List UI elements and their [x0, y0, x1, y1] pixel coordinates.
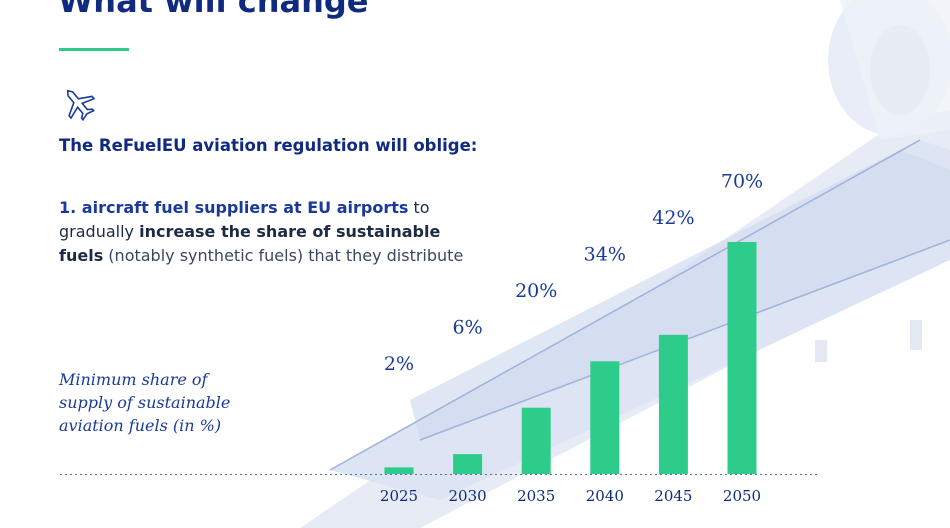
- intro: The ReFuelEU aviation regulation will ob…: [59, 136, 478, 155]
- value-label: 70%: [721, 171, 763, 193]
- bold-text: increase the share of sustainable fuels: [59, 222, 441, 265]
- chart-caption: Minimum share of supply of sustainable a…: [59, 370, 231, 435]
- x-tick-label: 2045: [654, 487, 692, 505]
- x-tick-label: 2035: [517, 487, 555, 505]
- accent-rule: [59, 48, 129, 51]
- value-label: 2%: [384, 353, 414, 375]
- paragraph: 1. aircraft fuel suppliers at EU airport…: [59, 196, 464, 268]
- value-label: 34%: [584, 244, 626, 266]
- title: What will change: [58, 0, 369, 20]
- text: (notably synthetic fuels) that they dist…: [103, 246, 464, 265]
- x-tick-label: 2025: [380, 487, 418, 505]
- bar: [453, 454, 483, 474]
- x-tick-label: 2040: [586, 487, 624, 505]
- bold-text: 1. aircraft fuel suppliers at EU airport…: [59, 198, 409, 217]
- x-tick-label: 2030: [449, 487, 487, 505]
- bar: [521, 407, 551, 474]
- value-label: 6%: [453, 317, 483, 339]
- x-tick-label: 2050: [723, 487, 761, 505]
- bar: [384, 467, 414, 474]
- value-label: 20%: [515, 280, 557, 302]
- value-label: 42%: [652, 207, 694, 229]
- bar: [727, 242, 757, 474]
- text: to gradually: [59, 198, 430, 241]
- bar: [590, 361, 620, 474]
- bar: [658, 334, 688, 474]
